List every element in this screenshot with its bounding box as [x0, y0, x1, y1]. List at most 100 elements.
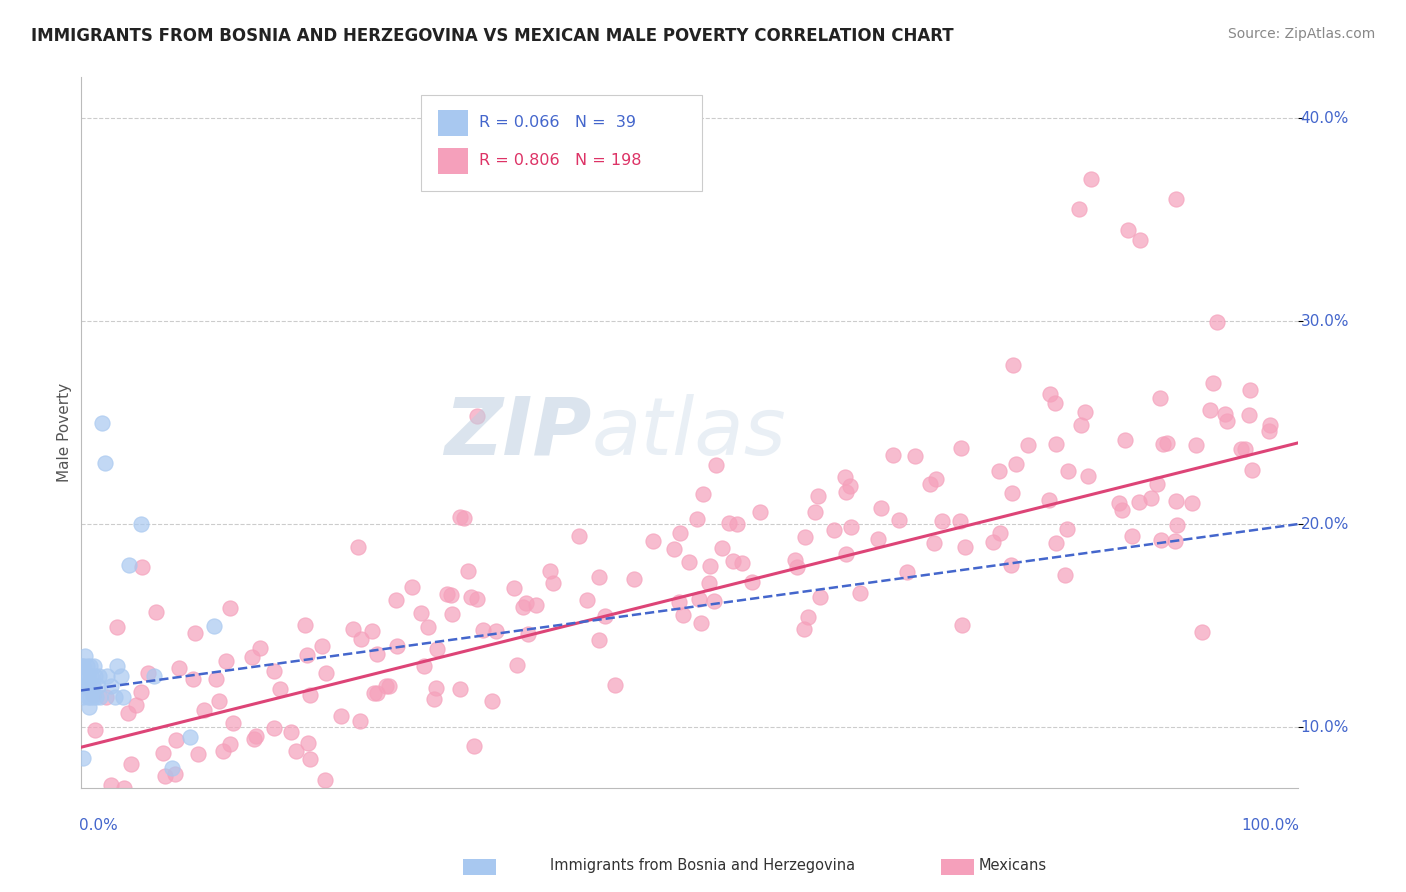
- Mexicans: [84, 723, 107, 737]
- Mexicans: [512, 599, 534, 614]
- Immigrants from Bosnia and Herzegovina: [82, 690, 104, 704]
- Mexicans: [810, 590, 832, 604]
- Mexicans: [349, 714, 371, 728]
- Mexicans: [1000, 558, 1022, 572]
- Mexicans: [1166, 192, 1188, 206]
- Mexicans: [1216, 414, 1239, 428]
- Mexicans: [165, 767, 187, 781]
- Text: ZIP: ZIP: [444, 393, 592, 472]
- Mexicans: [385, 593, 408, 607]
- Immigrants from Bosnia and Herzegovina: [72, 750, 94, 764]
- Mexicans: [214, 654, 236, 668]
- Text: 40.0%: 40.0%: [1301, 111, 1348, 126]
- Immigrants from Bosnia and Herzegovina: [84, 669, 107, 683]
- Immigrants from Bosnia and Herzegovina: [72, 659, 94, 673]
- Mexicans: [120, 756, 142, 771]
- Mexicans: [100, 778, 122, 792]
- FancyBboxPatch shape: [439, 110, 468, 136]
- Mexicans: [485, 624, 508, 638]
- Mexicans: [184, 626, 207, 640]
- Mexicans: [280, 724, 302, 739]
- Immigrants from Bosnia and Herzegovina: [204, 618, 226, 632]
- Mexicans: [515, 596, 537, 610]
- Mexicans: [295, 648, 318, 663]
- Mexicans: [807, 489, 830, 503]
- Mexicans: [1114, 434, 1136, 448]
- Mexicans: [623, 572, 645, 586]
- Mexicans: [835, 547, 858, 561]
- Mexicans: [1129, 233, 1152, 247]
- Mexicans: [588, 570, 610, 584]
- Text: 30.0%: 30.0%: [1301, 314, 1350, 328]
- Mexicans: [981, 534, 1004, 549]
- Mexicans: [153, 769, 176, 783]
- Mexicans: [669, 526, 692, 541]
- Mexicans: [1149, 392, 1171, 406]
- Mexicans: [131, 559, 153, 574]
- Immigrants from Bosnia and Herzegovina: [77, 699, 100, 714]
- Immigrants from Bosnia and Herzegovina: [91, 416, 114, 430]
- Mexicans: [129, 685, 152, 699]
- Mexicans: [457, 564, 479, 578]
- Text: 20.0%: 20.0%: [1301, 516, 1348, 532]
- Mexicans: [697, 576, 720, 591]
- Mexicans: [1045, 536, 1067, 550]
- Mexicans: [1074, 405, 1097, 419]
- Immigrants from Bosnia and Herzegovina: [96, 669, 118, 683]
- Mexicans: [311, 639, 333, 653]
- Immigrants from Bosnia and Herzegovina: [75, 669, 97, 683]
- Text: IMMIGRANTS FROM BOSNIA AND HERZEGOVINA VS MEXICAN MALE POVERTY CORRELATION CHART: IMMIGRANTS FROM BOSNIA AND HERZEGOVINA V…: [31, 27, 953, 45]
- Text: Mexicans: Mexicans: [979, 858, 1046, 872]
- Mexicans: [603, 678, 626, 692]
- Mexicans: [748, 506, 770, 520]
- Mexicans: [868, 533, 890, 547]
- Immigrants from Bosnia and Herzegovina: [76, 669, 98, 683]
- Mexicans: [423, 691, 446, 706]
- Mexicans: [1039, 386, 1062, 401]
- Mexicans: [460, 591, 482, 605]
- Mexicans: [1038, 493, 1060, 508]
- Mexicans: [731, 556, 754, 570]
- Mexicans: [678, 555, 700, 569]
- Mexicans: [685, 512, 707, 526]
- Mexicans: [193, 702, 215, 716]
- Mexicans: [924, 536, 946, 550]
- Mexicans: [269, 681, 291, 696]
- Mexicans: [793, 622, 815, 636]
- Mexicans: [949, 441, 972, 455]
- Mexicans: [1257, 425, 1279, 439]
- Mexicans: [672, 607, 695, 622]
- Text: 100.0%: 100.0%: [1241, 819, 1299, 833]
- Mexicans: [418, 620, 440, 634]
- Mexicans: [294, 617, 316, 632]
- FancyBboxPatch shape: [422, 95, 702, 191]
- Mexicans: [699, 558, 721, 573]
- Mexicans: [1070, 417, 1092, 432]
- Mexicans: [211, 744, 233, 758]
- Mexicans: [314, 773, 336, 788]
- Mexicans: [1108, 496, 1130, 510]
- Mexicans: [350, 632, 373, 647]
- Mexicans: [374, 679, 396, 693]
- Mexicans: [1258, 418, 1281, 433]
- Mexicans: [377, 679, 399, 693]
- Text: R = 0.806   N = 198: R = 0.806 N = 198: [478, 153, 641, 168]
- Mexicans: [1017, 438, 1039, 452]
- Mexicans: [1139, 491, 1161, 506]
- Immigrants from Bosnia and Herzegovina: [79, 690, 101, 704]
- Mexicans: [870, 501, 893, 516]
- Mexicans: [263, 721, 285, 735]
- Mexicans: [205, 672, 228, 686]
- Mexicans: [834, 470, 856, 484]
- Mexicans: [299, 752, 322, 766]
- Immigrants from Bosnia and Herzegovina: [70, 659, 93, 673]
- Mexicans: [1121, 529, 1143, 543]
- Mexicans: [904, 449, 927, 463]
- Mexicans: [1001, 358, 1024, 372]
- Mexicans: [710, 541, 733, 555]
- Mexicans: [704, 458, 727, 473]
- Mexicans: [538, 564, 561, 578]
- Mexicans: [1206, 315, 1229, 329]
- Mexicans: [889, 513, 911, 527]
- Mexicans: [240, 650, 263, 665]
